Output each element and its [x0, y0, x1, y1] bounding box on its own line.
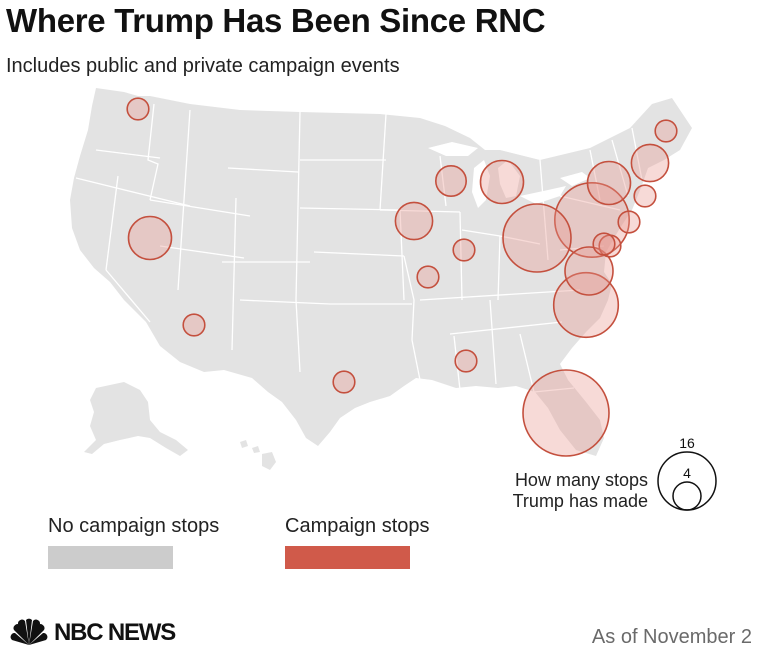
- page-title: Where Trump Has Been Since RNC: [6, 2, 546, 39]
- stop-bubble-mississippi: [454, 349, 478, 373]
- size-legend-caption-line2: Trump has made: [512, 491, 648, 511]
- size-legend-small-value: 4: [683, 465, 691, 481]
- peacock-icon: [10, 618, 48, 645]
- stop-bubble-missouri: [416, 265, 440, 289]
- stop-bubble-michigan: [479, 159, 525, 205]
- stop-bubble-nevada: [127, 215, 173, 261]
- stop-bubble-north-carolina: [552, 271, 620, 339]
- great-lakes: [428, 142, 590, 208]
- size-legend-circle-large: [657, 451, 717, 511]
- state-borders: [75, 103, 643, 393]
- campaign-stop-bubbles: [126, 97, 678, 457]
- size-legend: 16 4: [657, 435, 717, 511]
- hawaii: [240, 440, 276, 470]
- stop-bubble-washington-d-c-: [592, 232, 616, 256]
- stop-bubble-new-hampshire: [630, 143, 670, 183]
- us-contiguous-landmass: [70, 88, 692, 456]
- size-legend-circle-small: [672, 481, 702, 511]
- stop-bubble-virginia: [564, 246, 614, 296]
- stop-bubble-washington: [126, 97, 150, 121]
- size-legend-large-value: 16: [679, 435, 695, 451]
- as-of-date: As of November 2: [591, 626, 752, 648]
- legend-no-stops-swatch: [48, 546, 173, 569]
- stop-bubble-new-york: [586, 160, 632, 206]
- logo-text: NBC NEWS: [54, 619, 176, 646]
- stop-bubble-arizona: [182, 313, 206, 337]
- stop-bubble-texas: [332, 370, 356, 394]
- nbc-news-logo: NBC NEWS: [8, 618, 176, 648]
- alaska: [84, 382, 188, 456]
- stop-bubble-wisconsin: [434, 165, 467, 198]
- stop-bubble-illinois: [452, 238, 476, 262]
- stop-bubble-new-jersey: [617, 210, 641, 234]
- size-legend-caption: How many stops Trump has made: [478, 470, 648, 512]
- size-legend-caption-line1: How many stops: [514, 470, 648, 490]
- stop-bubble-ohio: [502, 203, 572, 273]
- page-subtitle: Includes public and private campaign eve…: [6, 55, 400, 77]
- stop-bubble-pennsylvania: [553, 182, 630, 259]
- stop-bubble-maine: [654, 119, 678, 143]
- legend-no-stops-label: No campaign stops: [48, 515, 220, 537]
- legend-stops-swatch: [285, 546, 410, 569]
- legend-stops-label: Campaign stops: [285, 515, 430, 537]
- stop-bubble-iowa: [394, 201, 434, 241]
- stop-bubble-connecticut: [633, 184, 657, 208]
- stop-bubble-florida: [522, 369, 610, 457]
